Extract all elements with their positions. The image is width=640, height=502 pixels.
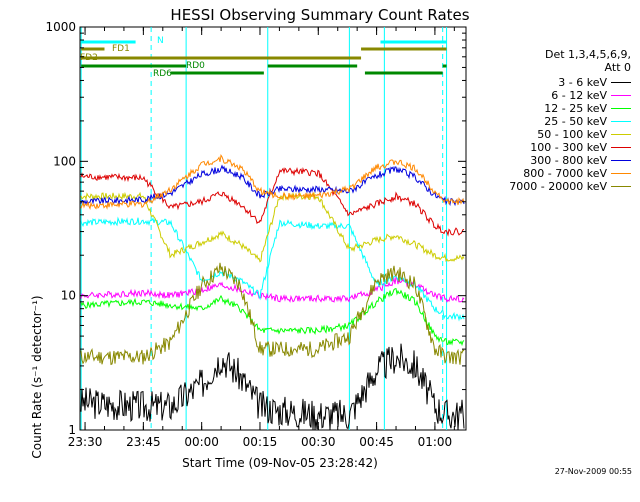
timestamp: 27-Nov-2009 00:55 [554, 467, 632, 476]
legend-item: 25 - 50 keV [486, 115, 631, 128]
legend-item: 300 - 800 keV [486, 154, 631, 167]
series-line-6 [80, 164, 465, 207]
y-tick-label: 100 [53, 154, 76, 168]
legend-label: 50 - 100 keV [537, 128, 607, 141]
legend-swatch [611, 173, 631, 174]
series-line-0 [80, 343, 465, 431]
x-tick-label: 00:15 [243, 435, 278, 449]
x-tick-label: 23:45 [126, 435, 161, 449]
legend: 3 - 6 keV 6 - 12 keV 12 - 25 keV 25 - 50 ke… [486, 76, 631, 193]
legend-item: 3 - 6 keV [486, 76, 631, 89]
series-line-7 [80, 153, 465, 210]
chart-title: HESSI Observing Summary Count Rates [170, 6, 470, 24]
legend-item: 100 - 300 keV [486, 141, 631, 154]
flag-label-fd1: FD1 [112, 44, 130, 54]
legend-title-line2: Att 0 [604, 61, 631, 74]
legend-title: Det 1,3,4,5,6,9, Att 0 [486, 48, 631, 74]
legend-swatch [611, 186, 631, 187]
flag-label-rd0: RD0 [186, 61, 205, 71]
plot-frame [79, 26, 467, 431]
series-line-1 [80, 275, 465, 304]
legend-item: 6 - 12 keV [486, 89, 631, 102]
series-line-4 [80, 191, 465, 263]
legend-item: 12 - 25 keV [486, 102, 631, 115]
legend-swatch [611, 121, 631, 122]
y-tick-label: 1 [68, 423, 76, 437]
legend-label: 300 - 800 keV [530, 154, 607, 167]
x-axis-label: Start Time (09-Nov-05 23:28:42) [182, 456, 378, 470]
y-axis-label: Count Rate (s⁻¹ detector⁻¹) [30, 295, 44, 459]
x-tick-label: 00:45 [359, 435, 394, 449]
legend-item: 800 - 7000 keV [486, 167, 631, 180]
legend-label: 3 - 6 keV [558, 76, 607, 89]
x-tick-label: 00:00 [184, 435, 219, 449]
legend-swatch [611, 160, 631, 161]
series-line-3 [80, 216, 465, 322]
legend-label: 7000 - 20000 keV [509, 180, 607, 193]
y-tick-label: 1000 [45, 20, 76, 34]
legend-item: 7000 - 20000 keV [486, 180, 631, 193]
y-tick-label: 10 [61, 289, 76, 303]
series-line-5 [80, 166, 465, 237]
flag-label-n: N [157, 36, 164, 46]
legend-swatch [611, 95, 631, 96]
legend-label: 800 - 7000 keV [523, 167, 607, 180]
x-tick-label: 01:00 [418, 435, 453, 449]
legend-swatch [611, 108, 631, 109]
series-line-8 [80, 262, 465, 366]
legend-label: 100 - 300 keV [530, 141, 607, 154]
chart-plot: N FD1 FD2 RD0 RD6 1 10 100 1000 23:30 23:45 00:00 00… [45, 20, 467, 449]
legend-title-line1: Det 1,3,4,5,6,9, [544, 48, 631, 61]
series-line-2 [80, 288, 465, 347]
legend-label: 6 - 12 keV [551, 89, 607, 102]
legend-label: 12 - 25 keV [544, 102, 607, 115]
x-tick-label: 23:30 [68, 435, 103, 449]
x-tick-label: 00:30 [301, 435, 336, 449]
legend-swatch [611, 82, 631, 83]
flag-label-rd6: RD6 [153, 69, 172, 79]
legend-swatch [611, 134, 631, 135]
legend-item: 50 - 100 keV [486, 128, 631, 141]
legend-swatch [611, 147, 631, 148]
flag-label-fd2: FD2 [80, 53, 98, 63]
legend-label: 25 - 50 keV [544, 115, 607, 128]
